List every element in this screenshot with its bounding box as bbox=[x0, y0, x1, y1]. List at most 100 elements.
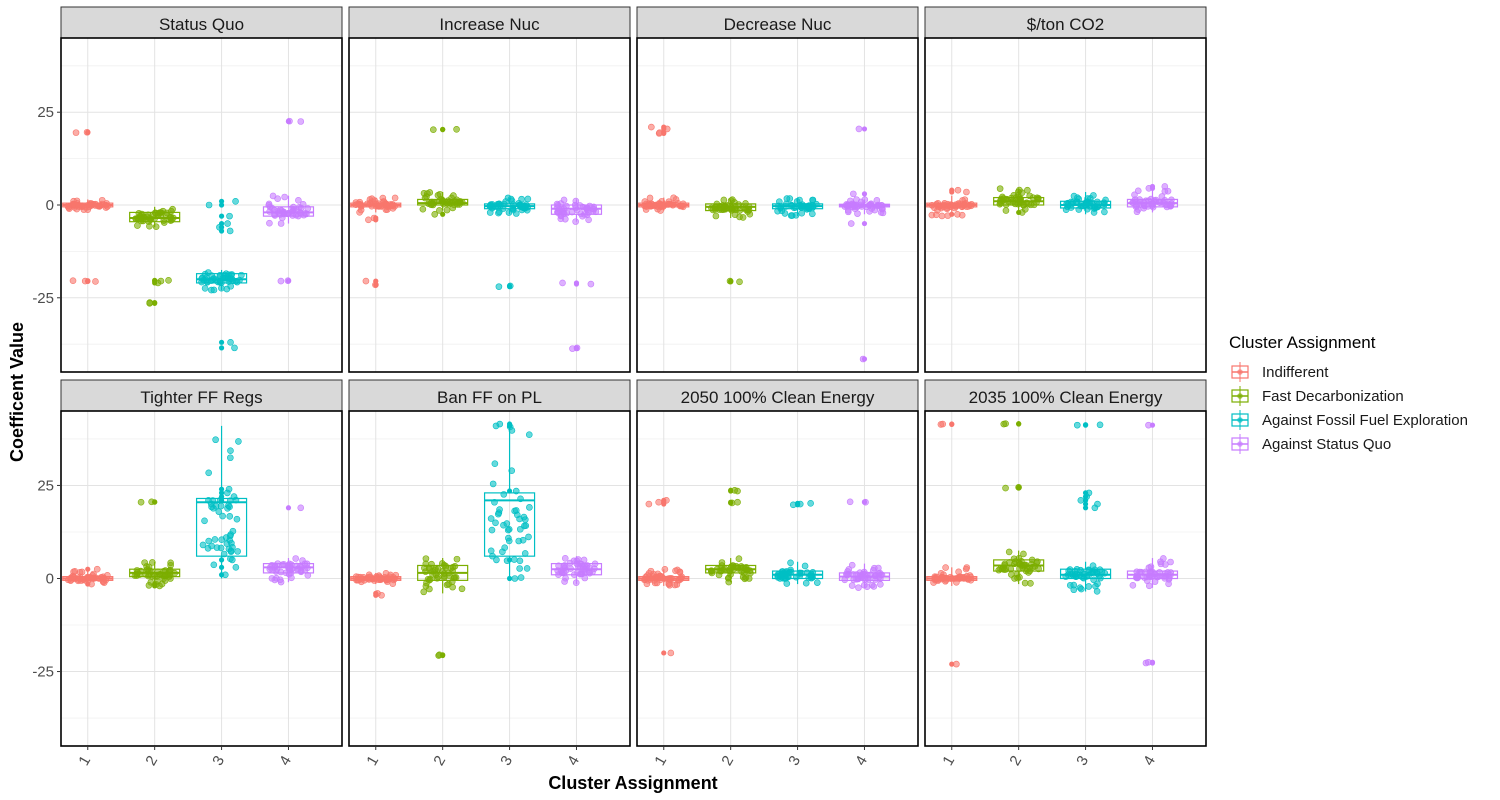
data-point bbox=[284, 277, 292, 285]
data-point bbox=[657, 574, 665, 581]
outlier-point bbox=[861, 220, 868, 227]
data-point bbox=[154, 211, 162, 219]
data-point bbox=[809, 210, 816, 218]
data-point bbox=[845, 208, 852, 216]
data-point bbox=[1145, 185, 1153, 192]
data-point bbox=[158, 580, 166, 588]
data-point bbox=[583, 204, 590, 212]
data-point bbox=[134, 222, 141, 229]
x-tick-label: 1 bbox=[939, 753, 958, 769]
data-point bbox=[849, 571, 857, 578]
data-point bbox=[561, 215, 569, 223]
facet-title: Decrease Nuc bbox=[724, 15, 832, 34]
data-point bbox=[801, 562, 809, 570]
data-point bbox=[487, 547, 495, 555]
data-point bbox=[934, 206, 941, 214]
box-3 bbox=[1059, 192, 1112, 216]
data-point bbox=[1091, 504, 1099, 512]
data-point bbox=[231, 344, 238, 352]
outlier-point bbox=[573, 281, 580, 287]
data-point bbox=[458, 585, 466, 593]
data-point bbox=[148, 498, 155, 506]
data-point bbox=[1085, 583, 1093, 590]
data-point bbox=[1097, 574, 1104, 582]
data-point bbox=[492, 519, 499, 527]
outlier-point bbox=[218, 557, 225, 563]
data-point bbox=[561, 555, 569, 562]
outlier-point bbox=[218, 220, 225, 227]
data-point bbox=[208, 542, 215, 550]
data-point bbox=[227, 548, 235, 555]
data-point bbox=[940, 203, 947, 211]
data-point bbox=[954, 186, 962, 194]
data-point bbox=[216, 272, 224, 280]
data-point bbox=[521, 522, 528, 530]
data-point bbox=[362, 277, 370, 285]
data-point bbox=[870, 567, 877, 574]
y-tick-label: 25 bbox=[37, 477, 54, 494]
data-point bbox=[508, 467, 516, 474]
data-point bbox=[520, 204, 527, 212]
data-point bbox=[504, 526, 512, 534]
outlier-point bbox=[285, 505, 292, 511]
y-tick-label: 25 bbox=[37, 104, 54, 121]
legend-label: Against Status Quo bbox=[1262, 436, 1391, 453]
data-point bbox=[665, 200, 672, 208]
data-point bbox=[431, 210, 439, 218]
data-point bbox=[783, 580, 791, 587]
data-point bbox=[391, 194, 399, 202]
data-point bbox=[1014, 200, 1022, 208]
data-point bbox=[500, 491, 508, 498]
data-point bbox=[1140, 204, 1148, 212]
outlier-point bbox=[949, 211, 955, 217]
data-point bbox=[848, 561, 856, 569]
data-point bbox=[218, 536, 225, 543]
data-point bbox=[728, 563, 735, 570]
y-tick-label: -25 bbox=[32, 664, 54, 681]
data-point bbox=[525, 533, 532, 541]
data-point bbox=[1100, 202, 1108, 209]
box-4 bbox=[1126, 421, 1179, 667]
x-axis-title: Cluster Assignment bbox=[548, 773, 717, 793]
data-point bbox=[377, 202, 384, 210]
x-tick-label: 4 bbox=[1140, 753, 1159, 769]
data-point bbox=[860, 581, 868, 589]
box-2 bbox=[129, 498, 181, 590]
data-point bbox=[1001, 562, 1008, 569]
data-point bbox=[1167, 558, 1174, 566]
outlier-point bbox=[949, 187, 955, 193]
data-point bbox=[227, 339, 234, 346]
outlier-point bbox=[949, 661, 955, 667]
facet-panel: 2035 100% Clean Energy bbox=[924, 379, 1207, 747]
data-point bbox=[792, 573, 800, 581]
data-point bbox=[736, 278, 743, 286]
outlier-point bbox=[728, 279, 734, 285]
data-point bbox=[211, 536, 219, 543]
data-point bbox=[1093, 570, 1101, 577]
box-1 bbox=[638, 497, 690, 657]
data-point bbox=[74, 577, 82, 585]
data-point bbox=[517, 574, 525, 581]
data-point bbox=[205, 469, 212, 477]
data-point bbox=[422, 555, 430, 562]
data-point bbox=[506, 282, 514, 290]
data-point bbox=[159, 207, 167, 215]
y-tick-label: -25 bbox=[32, 290, 54, 307]
data-point bbox=[865, 201, 873, 209]
data-point bbox=[557, 200, 565, 207]
data-point bbox=[646, 202, 654, 210]
data-point bbox=[227, 447, 234, 455]
data-point bbox=[955, 202, 962, 209]
data-point bbox=[1002, 484, 1009, 492]
outlier-point bbox=[861, 499, 868, 505]
y-axis-title: Coefficent Value bbox=[7, 322, 27, 462]
data-point bbox=[1017, 195, 1025, 203]
data-point bbox=[581, 574, 589, 582]
data-point bbox=[524, 195, 532, 203]
box-2 bbox=[993, 185, 1045, 216]
box-3 bbox=[771, 500, 824, 587]
data-point bbox=[665, 580, 673, 587]
data-point bbox=[165, 568, 173, 576]
data-point bbox=[734, 498, 741, 506]
facet-strip bbox=[60, 379, 343, 412]
